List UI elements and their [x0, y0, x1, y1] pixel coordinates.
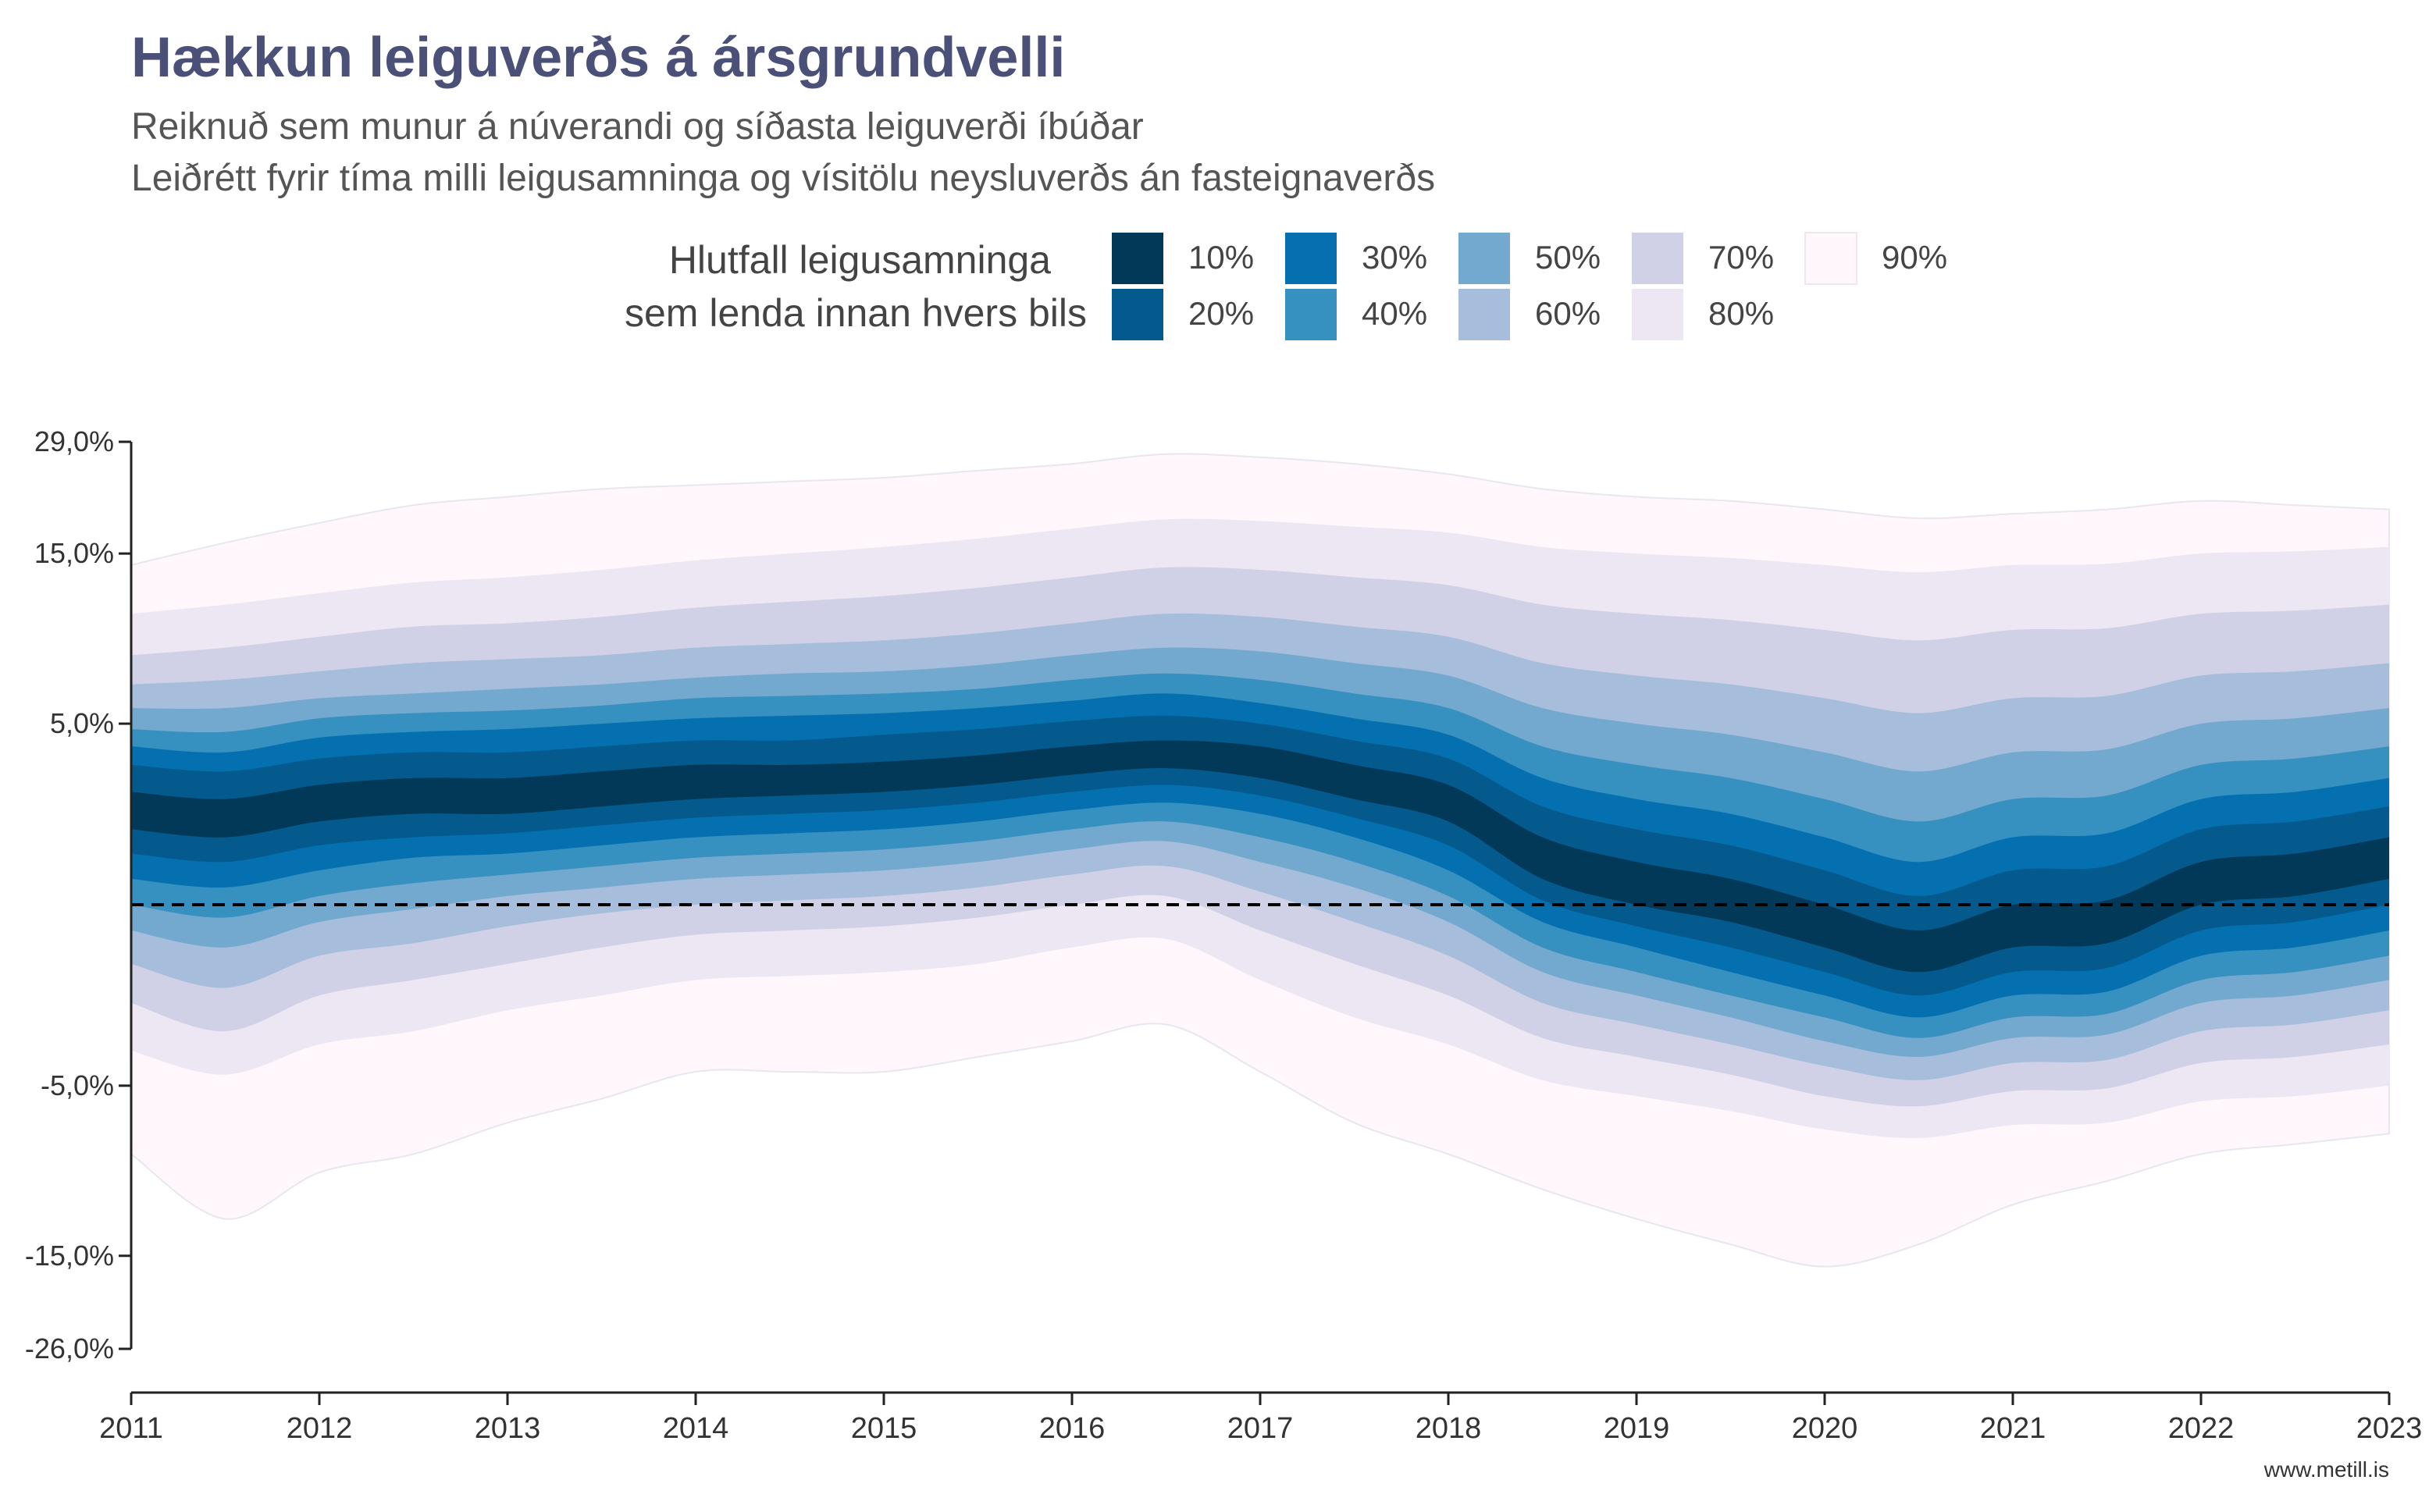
- legend-label-50pct: 50%: [1535, 239, 1601, 276]
- x-tick-label: 2013: [475, 1412, 541, 1445]
- legend-label-90pct: 90%: [1882, 239, 1947, 276]
- legend-label-80pct: 80%: [1708, 295, 1774, 332]
- y-tick-label: -5,0%: [41, 1069, 114, 1101]
- legend-title-line-1: Hlutfall leigusamninga: [669, 238, 1051, 282]
- legend-swatch-40pct: [1285, 289, 1337, 340]
- legend-label-20pct: 20%: [1188, 295, 1254, 332]
- caption: www.metill.is: [2263, 1457, 2389, 1482]
- legend-swatch-70pct: [1632, 233, 1683, 284]
- x-tick-label: 2021: [1980, 1412, 2046, 1445]
- legend-label-30pct: 30%: [1362, 239, 1427, 276]
- band-10pct: [131, 740, 2389, 973]
- legend-swatch-50pct: [1458, 233, 1510, 284]
- x-tick-label: 2018: [1416, 1412, 1482, 1445]
- x-tick-label: 2017: [1227, 1412, 1294, 1445]
- x-tick-label: 2011: [99, 1412, 163, 1445]
- x-tick-label: 2012: [287, 1412, 353, 1445]
- x-tick-label: 2016: [1039, 1412, 1106, 1445]
- chart-subtitle-line-2: Leiðrétt fyrir tíma milli leigusamninga …: [131, 158, 1435, 199]
- legend-label-40pct: 40%: [1362, 295, 1427, 332]
- x-tick-label: 2019: [1604, 1412, 1670, 1445]
- x-tick-label: 2014: [663, 1412, 729, 1445]
- legend-label-60pct: 60%: [1535, 295, 1601, 332]
- legend: Hlutfall leigusamninga sem lenda innan h…: [625, 232, 1947, 340]
- y-tick-label: 5,0%: [50, 707, 114, 739]
- y-tick-label: 29,0%: [34, 425, 114, 457]
- legend-swatch-60pct: [1458, 289, 1510, 340]
- legend-swatch-20pct: [1112, 289, 1163, 340]
- legend-swatch-10pct: [1112, 233, 1163, 284]
- y-tick-label: 15,0%: [34, 537, 114, 569]
- legend-label-70pct: 70%: [1708, 239, 1774, 276]
- x-tick-label: 2023: [2356, 1412, 2423, 1445]
- y-tick-label: -15,0%: [25, 1240, 114, 1272]
- chart-title: Hækkun leiguverðs á ársgrundvelli: [131, 27, 1065, 89]
- legend-swatch-90pct: [1804, 232, 1857, 285]
- plot-area: 29,0% 15,0% 5,0% -5,0% -15,0% -26,0% 2011 2012…: [25, 425, 2422, 1445]
- legend-label-10pct: 10%: [1188, 239, 1254, 276]
- legend-title-line-2: sem lenda innan hvers bils: [625, 291, 1087, 335]
- legend-swatch-30pct: [1285, 233, 1337, 284]
- x-tick-label: 2015: [851, 1412, 917, 1445]
- legend-swatch-80pct: [1632, 289, 1683, 340]
- y-tick-label: -26,0%: [25, 1332, 114, 1364]
- x-tick-label: 2022: [2168, 1412, 2235, 1445]
- x-tick-label: 2020: [1792, 1412, 1858, 1445]
- chart-subtitle-line-1: Reiknuð sem munur á núverandi og síðasta…: [131, 106, 1144, 148]
